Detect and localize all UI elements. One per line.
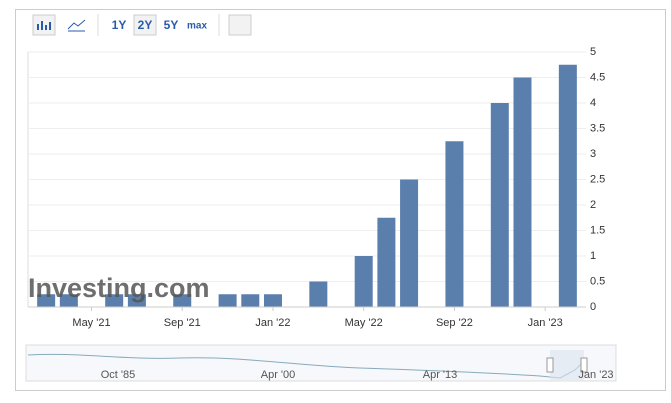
bar <box>105 294 124 307</box>
navigator-label: Apr '13 <box>423 369 458 381</box>
y-tick-label: 1.5 <box>590 224 605 236</box>
x-tick-label: Jan '23 <box>528 317 563 329</box>
bar <box>558 64 577 307</box>
navigator-label: Apr '00 <box>261 369 296 381</box>
bar <box>127 294 146 307</box>
bar <box>445 141 464 307</box>
y-tick-label: 4.5 <box>590 71 605 83</box>
bar <box>354 256 373 307</box>
range-button[interactable]: max <box>187 21 207 32</box>
bar <box>400 179 419 307</box>
range-button[interactable]: 1Y <box>112 18 127 32</box>
logo: Investing.com <box>28 273 210 303</box>
bar <box>241 294 260 307</box>
bar <box>59 294 78 307</box>
y-tick-label: 3.5 <box>590 122 605 134</box>
x-tick-label: Sep '22 <box>436 317 473 329</box>
bar <box>173 294 192 307</box>
range-button[interactable]: 2Y <box>138 18 153 32</box>
navigator-window[interactable] <box>550 350 584 380</box>
y-tick-label: 0.5 <box>590 275 605 287</box>
bar <box>37 294 56 307</box>
line-icon[interactable] <box>67 19 86 32</box>
bar <box>490 103 509 307</box>
handle[interactable] <box>546 357 554 373</box>
handle[interactable] <box>580 357 588 373</box>
range-button[interactable]: 5Y <box>164 18 179 32</box>
bar <box>513 77 532 307</box>
y-tick-label: 5 <box>590 46 596 58</box>
p-button-bg <box>228 14 252 36</box>
toolbar: 1Y2Y5YmaxP <box>32 14 252 36</box>
y-tick-label: 4 <box>590 97 596 109</box>
y-tick-label: 2.5 <box>590 173 605 185</box>
y-tick-label: 0 <box>590 301 596 313</box>
y-tick-label: 1 <box>590 250 596 262</box>
bar <box>218 294 237 307</box>
bar <box>377 217 396 307</box>
frame <box>15 9 666 391</box>
navigator-label: Jan '23 <box>578 369 613 381</box>
x-tick-label: May '22 <box>345 317 383 329</box>
x-tick-label: Jan '22 <box>255 317 290 329</box>
x-tick-label: Sep '21 <box>164 317 201 329</box>
bar <box>263 294 282 307</box>
bar <box>309 281 328 307</box>
y-tick-label: 2 <box>590 199 596 211</box>
x-tick-label: May '21 <box>72 317 110 329</box>
bar-icon <box>37 21 51 30</box>
navigator-line <box>27 353 586 379</box>
navigator-label: Oct '85 <box>101 369 136 381</box>
y-tick-label: 3 <box>590 148 596 160</box>
active-range <box>133 14 157 36</box>
bar-chart-button[interactable] <box>32 14 56 36</box>
